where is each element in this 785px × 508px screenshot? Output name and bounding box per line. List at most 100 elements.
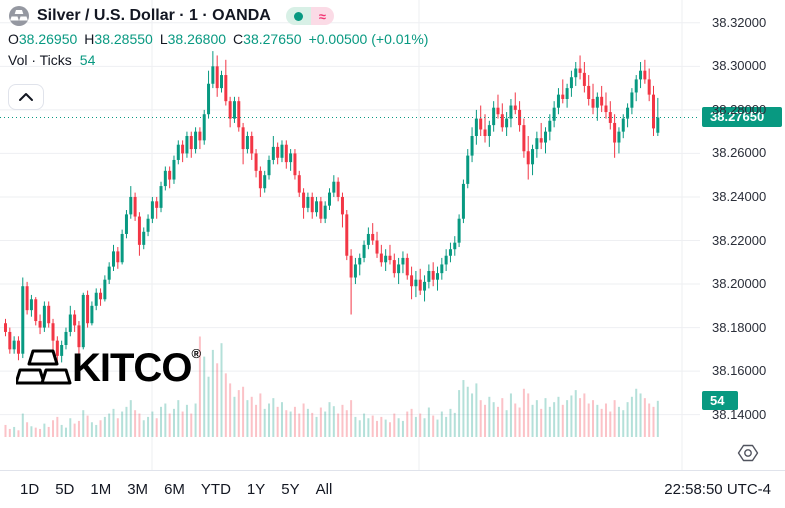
candle-body — [276, 146, 280, 158]
volume-bar — [600, 408, 603, 437]
candle-body — [250, 136, 254, 154]
volume-bar — [354, 416, 357, 437]
symbol-title[interactable]: Silver / U.S. Dollar · 1 · OANDA — [37, 7, 271, 24]
candle-body — [319, 201, 323, 219]
candle-body — [578, 68, 582, 73]
candle-body — [81, 294, 85, 348]
candle-body — [362, 244, 366, 258]
low-value: 38.26800 — [167, 31, 227, 47]
volume-bar — [276, 406, 279, 437]
volume-bar — [108, 413, 111, 437]
candle-body — [55, 340, 59, 356]
volume-bar — [471, 393, 474, 437]
volume-bar — [427, 407, 430, 437]
candle-body — [77, 325, 81, 348]
clock[interactable]: 22:58:50 UTC-4 — [664, 481, 771, 498]
range-button-6m[interactable]: 6M — [164, 481, 185, 498]
candle-body — [582, 72, 586, 86]
candle-body — [397, 264, 401, 274]
candle-body — [163, 170, 167, 187]
candle-body — [142, 231, 146, 245]
volume-bar — [388, 422, 391, 437]
candle-body — [349, 255, 353, 278]
candle-body — [90, 305, 94, 324]
volume-bar — [298, 413, 301, 437]
candle-body — [293, 153, 297, 176]
volume-bar — [138, 413, 141, 437]
volume-bar — [121, 411, 124, 437]
price-axis[interactable]: 38.27650 54 38.32000 38.30000 38.28000 38.2… — [700, 0, 785, 470]
axis-tick-label: 38.24000 — [712, 188, 767, 204]
volume-bar — [566, 400, 569, 437]
candle-body — [457, 218, 461, 243]
candle-body — [94, 292, 98, 306]
candle-body — [284, 144, 288, 163]
volume-bar — [13, 426, 16, 437]
candle-body — [42, 305, 46, 328]
volume-bar — [397, 418, 400, 437]
candle-body — [38, 321, 42, 328]
candle-body — [315, 201, 319, 213]
volume-label: Vol · Ticks — [8, 52, 72, 68]
candle-body — [569, 77, 573, 89]
ohlc-row: O38.26950 H38.28550 L38.26800 C38.27650 +0.0… — [8, 31, 435, 47]
range-button-1d[interactable]: 1D — [20, 481, 40, 498]
candle-body — [51, 323, 55, 341]
candle-body — [159, 186, 163, 208]
volume-bar — [341, 404, 344, 437]
range-button-1y[interactable]: 1Y — [246, 481, 266, 498]
candle-body — [643, 70, 647, 80]
candle-body — [345, 214, 349, 256]
volume-bar — [579, 398, 582, 437]
candle-body — [47, 305, 51, 324]
candle-body — [379, 253, 383, 263]
candle-body — [574, 68, 578, 78]
candle-body — [254, 153, 258, 171]
candle-body — [552, 107, 556, 121]
candle-body — [479, 118, 483, 130]
range-button-5y[interactable]: 5Y — [281, 481, 300, 498]
volume-bar — [548, 406, 551, 437]
candle-body — [4, 323, 7, 332]
volume-bar — [406, 411, 409, 437]
range-button-ytd[interactable]: YTD — [200, 481, 231, 498]
candle-body — [652, 94, 655, 129]
settings-icon[interactable] — [737, 442, 759, 464]
candle-body — [297, 175, 301, 193]
candle-body — [228, 101, 232, 119]
candle-body — [604, 105, 608, 113]
range-toolbar: 1D 5D 1M 3M 6M YTD 1Y 5Y All 22:58:50 UTC-4 — [0, 470, 785, 508]
range-button-all[interactable]: All — [315, 481, 333, 498]
volume-bar — [229, 383, 232, 437]
volume-bar — [643, 398, 646, 437]
volume-bar — [311, 412, 314, 437]
volume-bar — [164, 403, 167, 437]
silver-symbol-icon — [9, 6, 29, 26]
volume-bar — [60, 424, 63, 437]
candle-body — [25, 286, 29, 311]
chevron-up-icon — [19, 93, 33, 101]
range-button-5d[interactable]: 5D — [55, 481, 75, 498]
price-chart[interactable] — [0, 0, 700, 470]
collapse-header-button[interactable] — [8, 84, 44, 110]
volume-bar — [527, 393, 530, 437]
candle-body — [595, 96, 599, 108]
range-button-3m[interactable]: 3M — [127, 481, 149, 498]
candle-body — [388, 255, 392, 261]
volume-bar — [604, 403, 607, 437]
volume-bar — [181, 411, 184, 437]
candle-body — [21, 286, 25, 354]
candle-body — [289, 153, 293, 163]
candle-body — [133, 196, 137, 217]
volume-bar — [142, 420, 145, 437]
kitco-watermark: KITCO ® — [16, 346, 201, 390]
high-label: H — [84, 31, 95, 47]
candle-body — [99, 292, 103, 300]
volume-bar — [8, 428, 11, 437]
candle-body — [647, 79, 651, 95]
volume-bar — [255, 404, 258, 437]
volume-bar — [522, 388, 525, 437]
range-button-1m[interactable]: 1M — [90, 481, 112, 498]
volume-bar — [496, 406, 499, 437]
candle-body — [427, 270, 431, 282]
